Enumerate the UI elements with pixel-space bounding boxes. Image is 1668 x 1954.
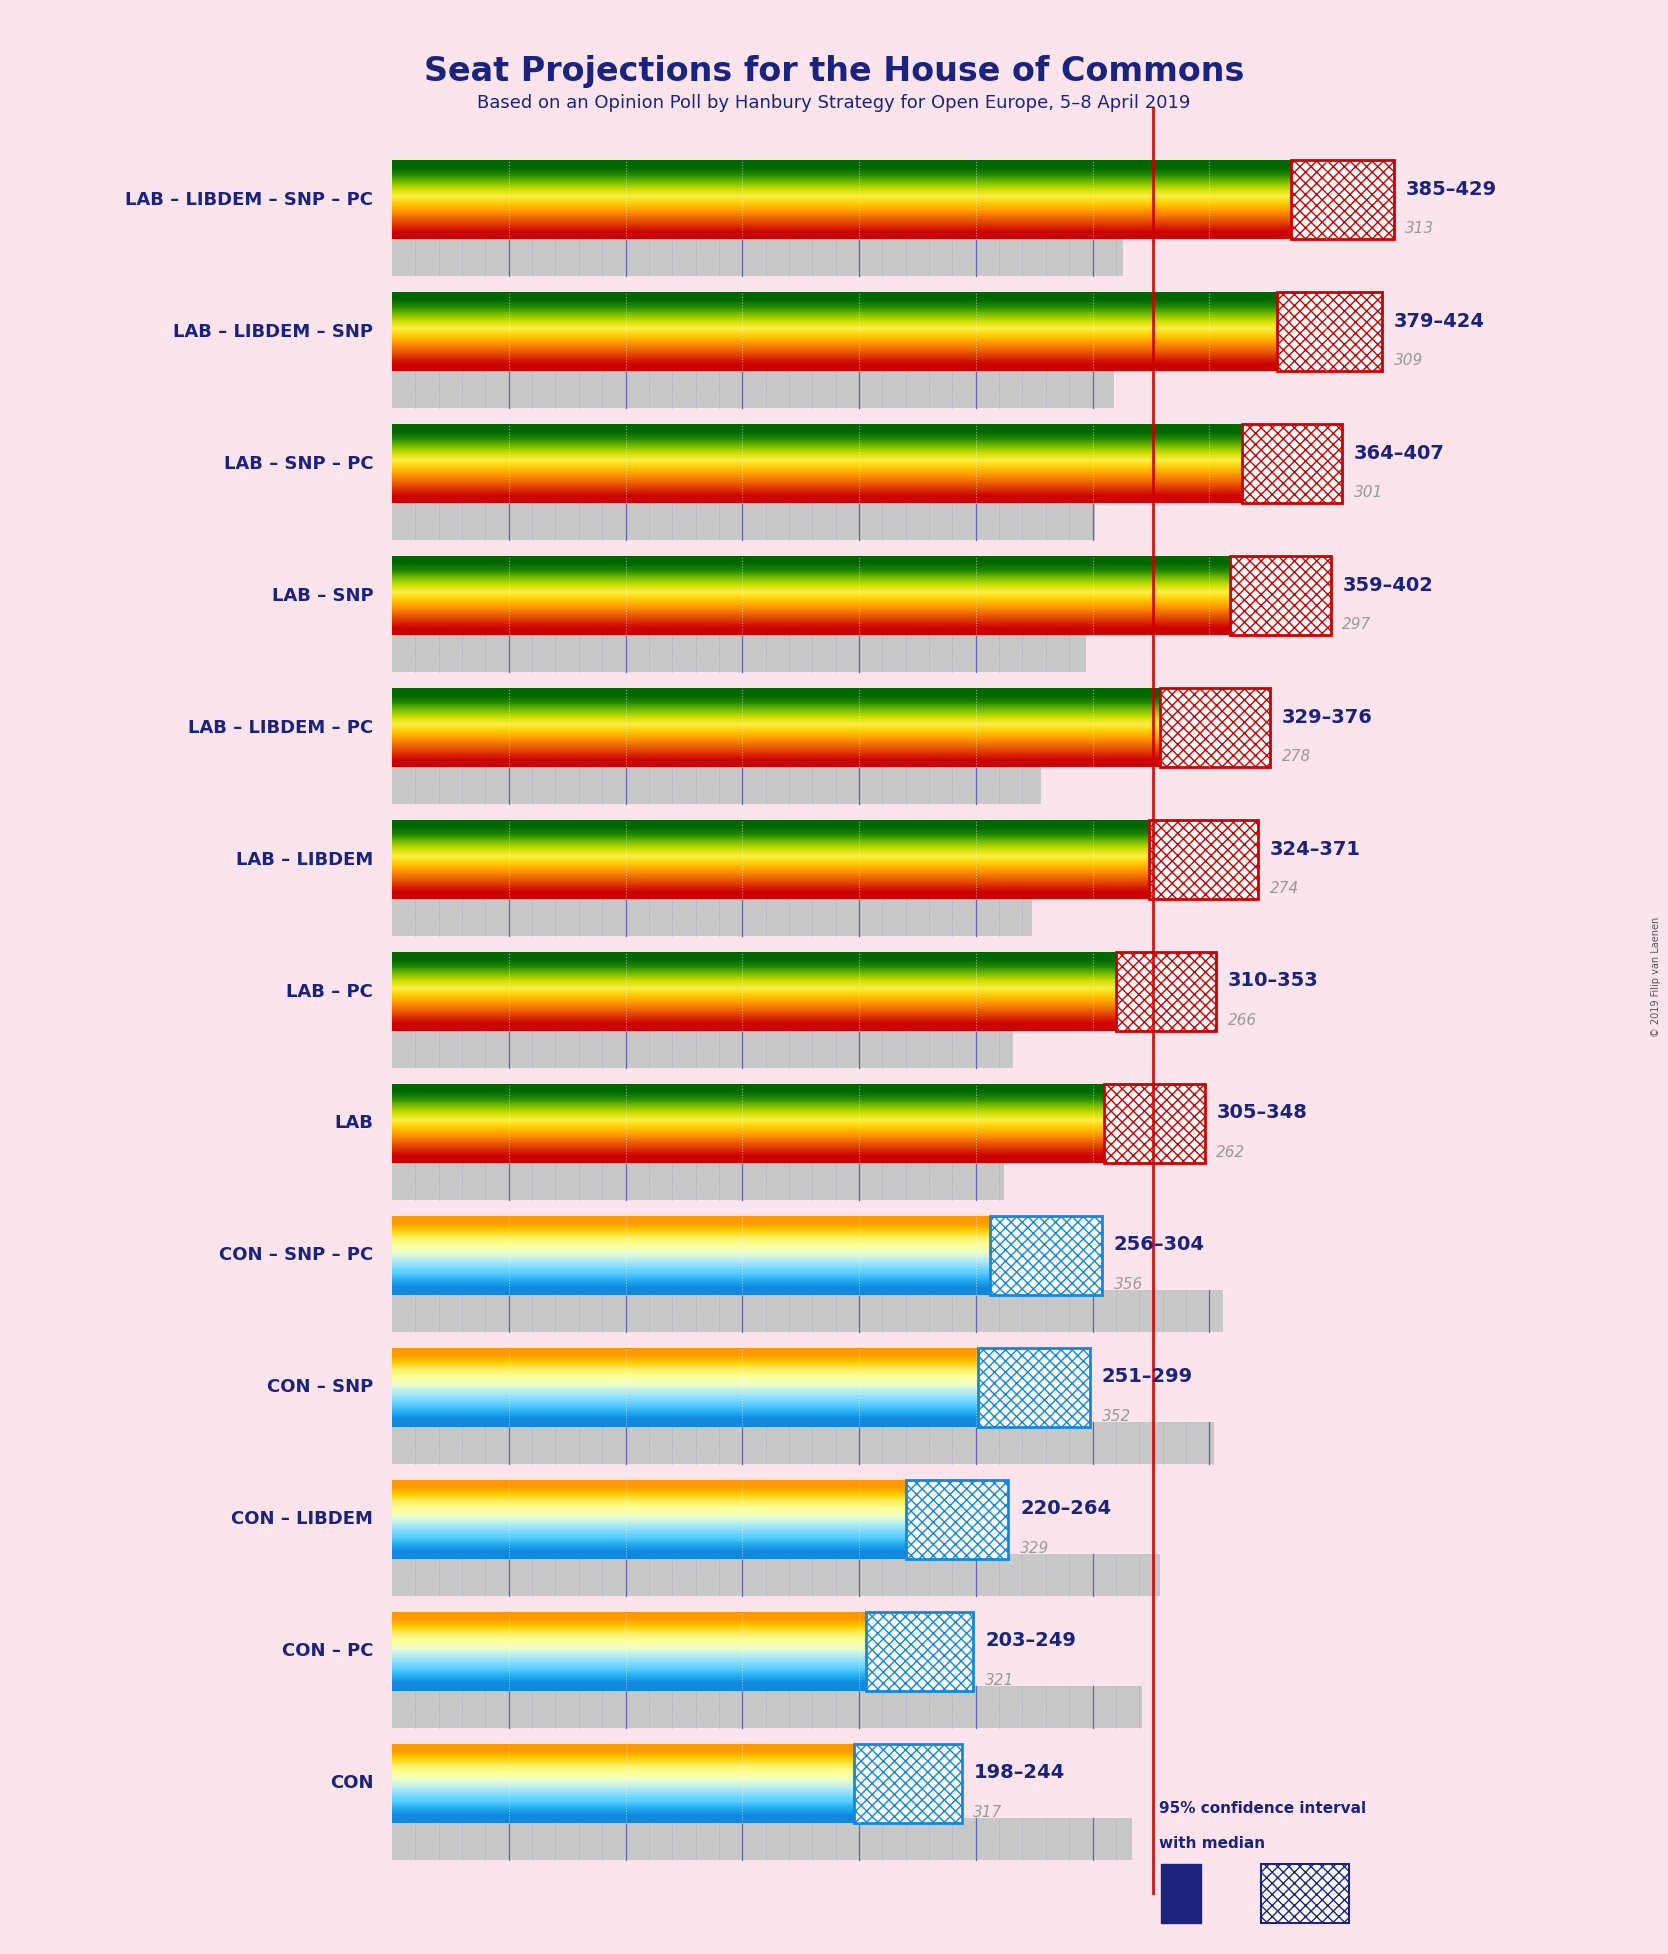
- Bar: [1278, 293, 1383, 371]
- Bar: [866, 1612, 974, 1690]
- Text: LAB – SNP – PC: LAB – SNP – PC: [224, 455, 374, 473]
- Text: 297: 297: [1343, 617, 1371, 633]
- Bar: [392, 234, 1123, 276]
- Bar: [977, 1348, 1091, 1426]
- Bar: [1161, 688, 1269, 768]
- Text: LAB – SNP: LAB – SNP: [272, 586, 374, 604]
- Bar: [906, 1479, 1009, 1559]
- Text: 329: 329: [1021, 1542, 1049, 1555]
- Bar: [1278, 293, 1383, 371]
- Bar: [1149, 821, 1258, 899]
- Bar: [1116, 952, 1216, 1032]
- Bar: [1161, 688, 1269, 768]
- Bar: [1231, 557, 1331, 635]
- Bar: [392, 629, 1086, 672]
- Text: Based on an Opinion Poll by Hanbury Strategy for Open Europe, 5–8 April 2019: Based on an Opinion Poll by Hanbury Stra…: [477, 94, 1191, 111]
- Bar: [854, 1743, 962, 1823]
- Bar: [392, 1423, 1214, 1464]
- Text: 329–376: 329–376: [1281, 707, 1373, 727]
- Bar: [906, 1479, 1009, 1559]
- Text: © 2019 Filip van Laenen: © 2019 Filip van Laenen: [1651, 916, 1661, 1038]
- Text: LAB – LIBDEM – SNP – PC: LAB – LIBDEM – SNP – PC: [125, 191, 374, 209]
- Bar: [392, 365, 1114, 408]
- Text: 309: 309: [1394, 354, 1423, 367]
- Text: 203–249: 203–249: [986, 1632, 1076, 1651]
- Text: CON – PC: CON – PC: [282, 1641, 374, 1661]
- Text: 95% confidence interval: 95% confidence interval: [1159, 1802, 1366, 1817]
- Text: 359–402: 359–402: [1343, 576, 1433, 594]
- Bar: [392, 1026, 1012, 1069]
- Bar: [1149, 821, 1258, 899]
- Bar: [392, 1159, 1004, 1200]
- Bar: [1278, 293, 1383, 371]
- Text: 301: 301: [1354, 485, 1383, 500]
- Text: LAB – PC: LAB – PC: [287, 983, 374, 1000]
- Text: LAB – LIBDEM – PC: LAB – LIBDEM – PC: [188, 719, 374, 737]
- Bar: [392, 1290, 1223, 1333]
- Bar: [1243, 424, 1343, 504]
- Bar: [906, 1479, 1009, 1559]
- Text: with median: with median: [1159, 1837, 1266, 1852]
- Bar: [1231, 557, 1331, 635]
- Text: 274: 274: [1269, 881, 1299, 897]
- Bar: [866, 1612, 974, 1690]
- Text: 305–348: 305–348: [1216, 1104, 1308, 1122]
- Text: 256–304: 256–304: [1114, 1235, 1204, 1254]
- Text: LAB – LIBDEM – SNP: LAB – LIBDEM – SNP: [173, 322, 374, 340]
- Bar: [392, 1553, 1161, 1596]
- Bar: [392, 893, 1032, 936]
- Bar: [1291, 160, 1394, 240]
- Text: 313: 313: [1406, 221, 1434, 236]
- Bar: [1104, 1084, 1204, 1163]
- Bar: [1291, 160, 1394, 240]
- Bar: [989, 1215, 1103, 1296]
- Text: CON – SNP – PC: CON – SNP – PC: [219, 1247, 374, 1264]
- Bar: [1231, 557, 1331, 635]
- Bar: [989, 1215, 1103, 1296]
- Text: 317: 317: [974, 1805, 1002, 1819]
- Bar: [1149, 821, 1258, 899]
- Text: 321: 321: [986, 1673, 1014, 1688]
- Bar: [977, 1348, 1091, 1426]
- Bar: [977, 1348, 1091, 1426]
- Text: LAB – LIBDEM: LAB – LIBDEM: [237, 850, 374, 870]
- Bar: [854, 1743, 962, 1823]
- Bar: [392, 1686, 1141, 1727]
- Text: 385–429: 385–429: [1406, 180, 1496, 199]
- Text: Seat Projections for the House of Commons: Seat Projections for the House of Common…: [424, 55, 1244, 88]
- Text: 324–371: 324–371: [1269, 840, 1361, 858]
- Bar: [1243, 424, 1343, 504]
- Bar: [1104, 1084, 1204, 1163]
- Text: 310–353: 310–353: [1228, 971, 1319, 991]
- Text: 251–299: 251–299: [1103, 1368, 1193, 1385]
- Text: 278: 278: [1281, 748, 1311, 764]
- Bar: [1243, 424, 1343, 504]
- Text: 364–407: 364–407: [1354, 444, 1444, 463]
- Text: 262: 262: [1216, 1145, 1246, 1161]
- Bar: [392, 1817, 1133, 1860]
- Bar: [1291, 160, 1394, 240]
- Bar: [1161, 1864, 1201, 1923]
- Bar: [1116, 952, 1216, 1032]
- Bar: [392, 762, 1041, 805]
- Bar: [392, 498, 1094, 539]
- Text: 379–424: 379–424: [1394, 313, 1485, 330]
- Text: 266: 266: [1228, 1012, 1258, 1028]
- Bar: [866, 1612, 974, 1690]
- Text: CON – LIBDEM: CON – LIBDEM: [232, 1510, 374, 1528]
- Bar: [1161, 688, 1269, 768]
- Text: CON – SNP: CON – SNP: [267, 1378, 374, 1397]
- Text: LAB: LAB: [334, 1114, 374, 1133]
- Text: 352: 352: [1103, 1409, 1131, 1424]
- Text: 198–244: 198–244: [974, 1763, 1064, 1782]
- Text: 220–264: 220–264: [1021, 1499, 1111, 1518]
- Bar: [854, 1743, 962, 1823]
- Bar: [989, 1215, 1103, 1296]
- Text: 356: 356: [1114, 1278, 1143, 1292]
- Bar: [1116, 952, 1216, 1032]
- Bar: [1104, 1084, 1204, 1163]
- Text: CON: CON: [330, 1774, 374, 1792]
